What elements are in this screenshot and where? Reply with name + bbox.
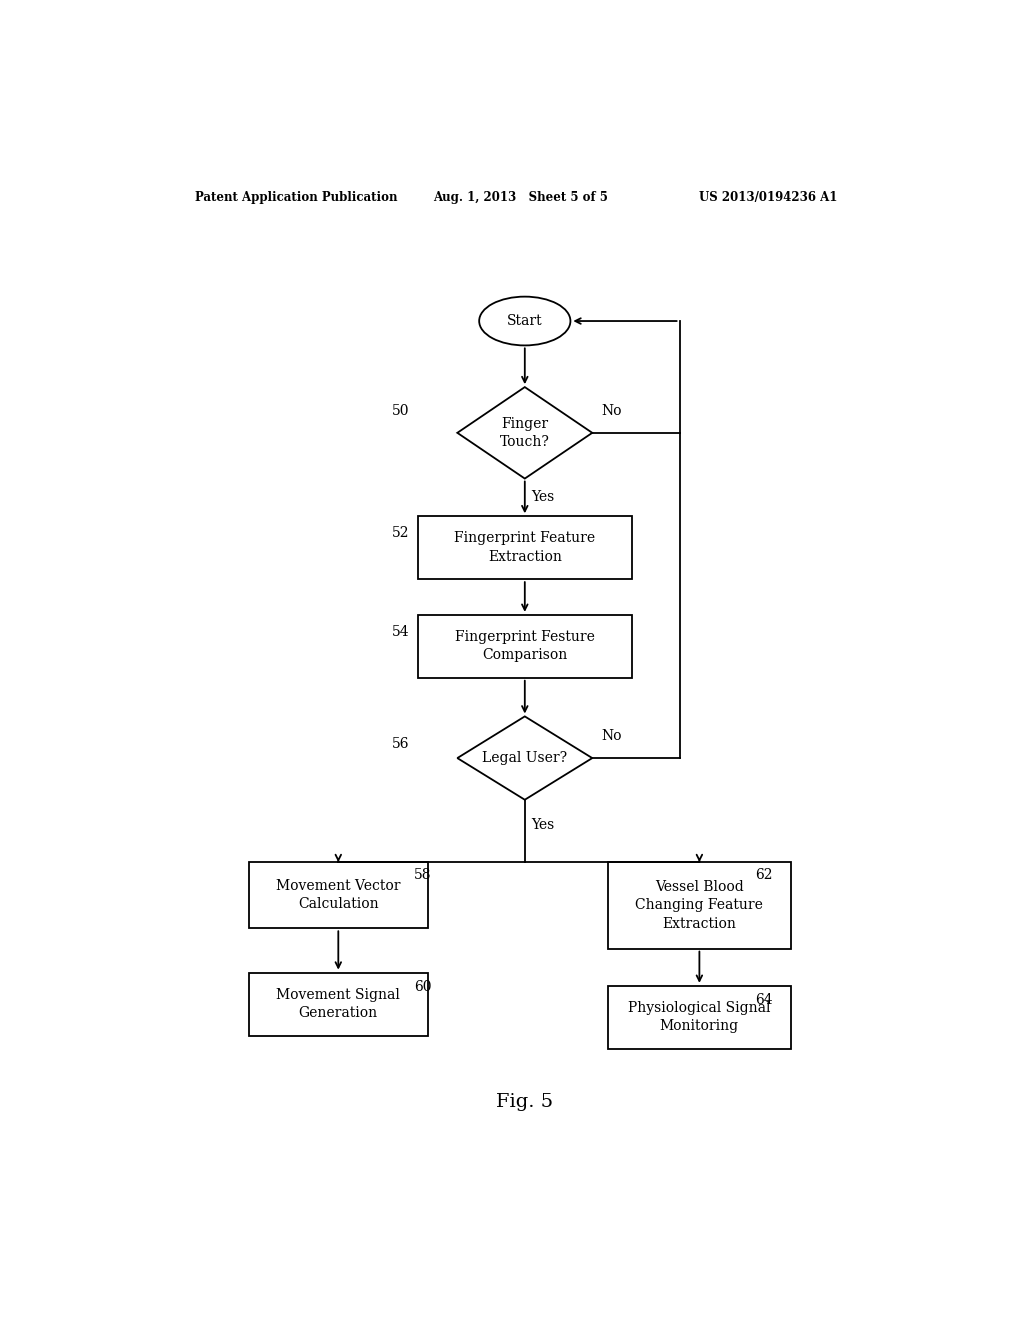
Text: No: No bbox=[602, 404, 623, 417]
Bar bbox=[608, 986, 791, 1049]
Text: 60: 60 bbox=[414, 979, 431, 994]
Text: Patent Application Publication: Patent Application Publication bbox=[196, 190, 398, 203]
Bar bbox=[249, 862, 428, 928]
Text: No: No bbox=[602, 729, 623, 743]
Text: 58: 58 bbox=[414, 869, 431, 882]
Text: Fingerprint Feature
Extraction: Fingerprint Feature Extraction bbox=[455, 532, 595, 564]
Text: Start: Start bbox=[507, 314, 543, 329]
Text: Yes: Yes bbox=[531, 818, 554, 832]
Text: Fig. 5: Fig. 5 bbox=[497, 1093, 553, 1110]
Text: Physiological Signal
Monitoring: Physiological Signal Monitoring bbox=[628, 1001, 771, 1034]
Text: Movement Signal
Generation: Movement Signal Generation bbox=[276, 987, 400, 1020]
Text: US 2013/0194236 A1: US 2013/0194236 A1 bbox=[699, 190, 838, 203]
Text: 54: 54 bbox=[391, 626, 410, 639]
Polygon shape bbox=[458, 717, 592, 800]
Text: Finger
Touch?: Finger Touch? bbox=[500, 417, 550, 449]
Text: Fingerprint Festure
Comparison: Fingerprint Festure Comparison bbox=[455, 630, 595, 663]
Text: Movement Vector
Calculation: Movement Vector Calculation bbox=[276, 879, 400, 912]
Text: Yes: Yes bbox=[531, 490, 554, 504]
Text: 52: 52 bbox=[391, 525, 409, 540]
Text: 50: 50 bbox=[391, 404, 409, 417]
Text: 56: 56 bbox=[391, 737, 409, 751]
Bar bbox=[608, 862, 791, 949]
Bar bbox=[418, 615, 632, 677]
Text: 62: 62 bbox=[755, 869, 772, 882]
Bar bbox=[249, 973, 428, 1036]
Text: Vessel Blood
Changing Feature
Extraction: Vessel Blood Changing Feature Extraction bbox=[636, 880, 763, 931]
Text: 64: 64 bbox=[755, 993, 772, 1007]
Text: Aug. 1, 2013   Sheet 5 of 5: Aug. 1, 2013 Sheet 5 of 5 bbox=[433, 190, 608, 203]
Ellipse shape bbox=[479, 297, 570, 346]
Bar bbox=[418, 516, 632, 579]
Text: Legal User?: Legal User? bbox=[482, 751, 567, 766]
Polygon shape bbox=[458, 387, 592, 479]
